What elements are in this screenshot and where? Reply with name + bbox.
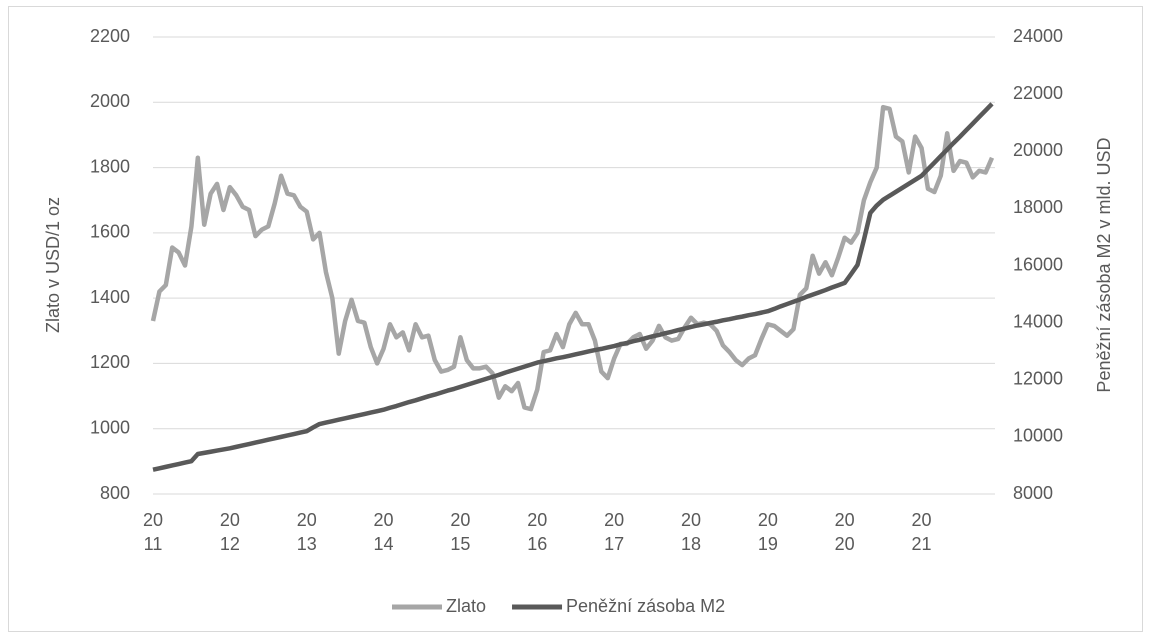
y2-tick-label: 18000 [1013,197,1063,217]
y2-tick-label: 16000 [1013,254,1063,274]
x-tick-label: 2018 [680,510,701,554]
y-tick-label: 1800 [90,156,130,176]
y2-tick-label: 10000 [1013,426,1063,446]
y2-tick-label: 22000 [1013,83,1063,103]
x-tick-label-box: 2014 [373,510,394,554]
x-tick-label: 2014 [373,510,394,554]
y2-tick-label: 14000 [1013,311,1063,331]
x-tick-label-box: 2017 [604,510,625,554]
x-tick-label: 2020 [834,510,855,554]
x-tick-label-box: 2016 [527,510,548,554]
y-tick-label: 1000 [90,417,130,437]
series-line [150,104,995,412]
x-tick-label-box: 2020 [834,510,855,554]
x-tick-label-box: 2012 [219,510,240,554]
y-tick-label: 1400 [90,287,130,307]
y-tick-label: 2000 [90,91,130,111]
y-tick-label: 2200 [90,26,130,46]
y2-tick-label: 24000 [1013,26,1063,46]
y2-tick-label: 20000 [1013,140,1063,160]
y2-tick-label: 8000 [1013,483,1053,503]
x-tick-label-box: 2011 [142,510,164,554]
x-tick-label: 2015 [450,510,471,554]
x-tick-label: 2021 [911,510,932,554]
x-tick-label: 2017 [604,510,625,554]
x-tick-label: 2019 [757,510,778,554]
x-tick-label: 2016 [527,510,548,554]
chart-frame [8,6,1143,632]
x-tick-label-box: 2021 [911,510,932,554]
x-tick-label-box: 2019 [757,510,778,554]
x-tick-label-box: 2018 [680,510,701,554]
y-tick-label: 1600 [90,222,130,242]
series-line [152,102,994,472]
y-axis-title: Zlato v USD/1 oz [43,197,63,333]
y2-tick-label: 12000 [1013,369,1063,389]
x-tick-label-box: 2013 [296,510,317,554]
x-tick-label: 2011 [142,510,164,554]
y2-axis-title: Peněžní zásoba M2 v mld. USD [1094,137,1114,392]
y-tick-label: 1200 [90,352,130,372]
x-tick-label-box: 2015 [450,510,471,554]
x-tick-label: 2012 [219,510,240,554]
legend-label: Zlato [446,596,486,616]
y-tick-label: 800 [100,483,130,503]
legend-label: Peněžní zásoba M2 [566,596,725,616]
x-tick-label: 2013 [296,510,317,554]
